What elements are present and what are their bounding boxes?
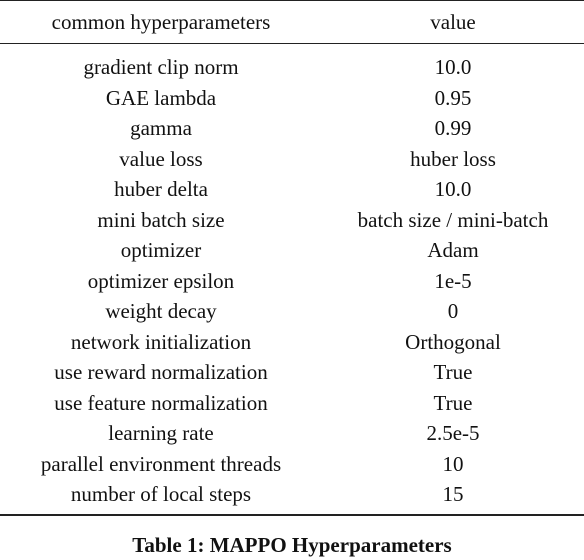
table-row: GAE lambda 0.95 bbox=[0, 83, 584, 114]
param-value: Orthogonal bbox=[405, 329, 501, 354]
hyperparameter-table-container: common hyperparameters value gradient cl… bbox=[0, 0, 584, 516]
table-row: optimizer epsilon 1e-5 bbox=[0, 266, 584, 297]
table-row: gradient clip norm 10.0 bbox=[0, 44, 584, 83]
param-name: optimizer bbox=[120, 238, 202, 263]
table-header-row: common hyperparameters value bbox=[0, 0, 584, 44]
table-row: use feature normalization True bbox=[0, 388, 584, 419]
table-row: optimizer Adam bbox=[0, 235, 584, 266]
param-name: number of local steps bbox=[0, 479, 322, 516]
param-value: 0.99 bbox=[434, 116, 472, 141]
table-caption: Table 1: MAPPO Hyperparameters bbox=[132, 533, 452, 557]
param-value: 10.0 bbox=[434, 55, 472, 80]
table-row: gamma 0.99 bbox=[0, 113, 584, 144]
param-value: 10 bbox=[442, 451, 464, 476]
param-value: huber loss bbox=[410, 146, 496, 171]
param-value: 15 bbox=[322, 479, 584, 516]
header-value: value bbox=[322, 0, 584, 44]
table-row: huber delta 10.0 bbox=[0, 174, 584, 205]
param-name: use reward normalization bbox=[54, 360, 268, 385]
param-name: gradient clip norm bbox=[83, 55, 239, 80]
param-value: batch size / mini-batch bbox=[357, 207, 549, 232]
param-name: network initialization bbox=[70, 329, 252, 354]
header-common-hyperparameters: common hyperparameters bbox=[0, 0, 322, 44]
param-name: mini batch size bbox=[97, 207, 225, 232]
param-name: learning rate bbox=[108, 421, 214, 446]
table-row: learning rate 2.5e-5 bbox=[0, 418, 584, 449]
table-row: number of local steps 15 bbox=[0, 479, 584, 516]
param-value: True bbox=[433, 360, 473, 385]
param-name: weight decay bbox=[105, 299, 217, 324]
param-value: 2.5e-5 bbox=[426, 421, 480, 446]
param-value: True bbox=[433, 390, 473, 415]
param-name: use feature normalization bbox=[54, 390, 268, 415]
table-row: network initialization Orthogonal bbox=[0, 327, 584, 358]
param-name: huber delta bbox=[114, 177, 208, 202]
param-value: 1e-5 bbox=[434, 268, 472, 293]
table-row: weight decay 0 bbox=[0, 296, 584, 327]
param-value: 0 bbox=[447, 299, 459, 324]
table-row: use reward normalization True bbox=[0, 357, 584, 388]
param-name: gamma bbox=[130, 116, 192, 141]
table-row: value loss huber loss bbox=[0, 144, 584, 175]
table-row: parallel environment threads 10 bbox=[0, 449, 584, 480]
param-name: optimizer epsilon bbox=[87, 268, 235, 293]
param-name: parallel environment threads bbox=[40, 451, 282, 476]
param-value: 10.0 bbox=[434, 177, 472, 202]
param-value: Adam bbox=[427, 238, 479, 263]
hyperparameter-table: common hyperparameters value gradient cl… bbox=[0, 0, 584, 516]
table-row: mini batch size batch size / mini-batch bbox=[0, 205, 584, 236]
param-name: GAE lambda bbox=[105, 85, 217, 110]
param-name: value loss bbox=[119, 146, 203, 171]
param-value: 0.95 bbox=[434, 85, 472, 110]
